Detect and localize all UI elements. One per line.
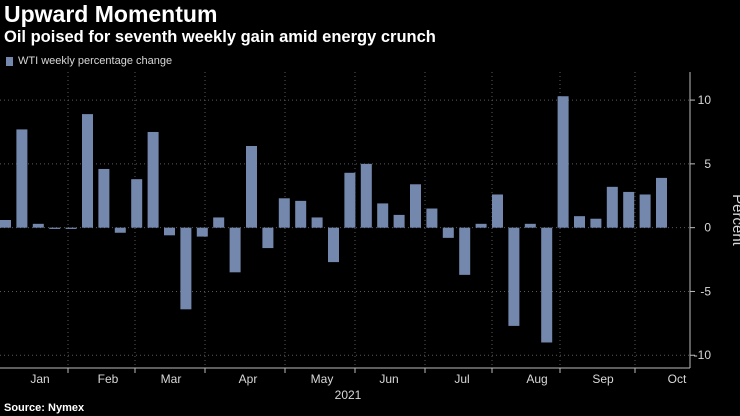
bar <box>147 131 159 228</box>
bar <box>344 172 356 228</box>
bar <box>196 227 208 237</box>
bar <box>98 168 110 228</box>
bar <box>82 114 93 228</box>
bar <box>131 179 143 228</box>
bar <box>524 223 536 228</box>
chart-subtitle: Oil poised for seventh weekly gain amid … <box>4 28 436 46</box>
bar <box>541 227 553 343</box>
bar <box>656 177 667 228</box>
bar <box>639 194 651 228</box>
chart-title: Upward Momentum <box>4 1 218 27</box>
bar <box>65 227 77 229</box>
y-tick-label: 10 <box>698 93 712 107</box>
bar <box>426 208 438 228</box>
legend-swatch <box>6 56 13 66</box>
bar <box>377 203 389 228</box>
bar <box>623 191 635 228</box>
legend-label: WTI weekly percentage change <box>18 55 173 67</box>
bar <box>492 194 503 228</box>
x-tick-label: Feb <box>98 372 119 386</box>
bar <box>0 220 11 228</box>
bar <box>229 227 241 273</box>
bar <box>114 227 126 233</box>
bar <box>311 217 323 228</box>
y-tick-label: 5 <box>704 157 711 171</box>
x-tick-label: Sep <box>592 372 614 386</box>
bar <box>262 227 274 249</box>
bar <box>360 163 372 228</box>
bar <box>606 186 618 228</box>
x-tick-label: Jul <box>454 372 469 386</box>
y-tick-label: -10 <box>694 348 712 362</box>
source-note: Source: Nymex <box>4 402 85 414</box>
x-tick-label: Jan <box>30 372 49 386</box>
bar <box>180 227 192 310</box>
bar <box>164 227 175 236</box>
x-tick-label: Mar <box>161 372 182 386</box>
bar <box>574 216 585 228</box>
bar <box>410 184 421 228</box>
x-tick-label: Aug <box>526 372 547 386</box>
x-tick-label: Apr <box>239 372 258 386</box>
bar <box>246 146 257 228</box>
bar <box>49 227 61 229</box>
y-tick-label: 0 <box>704 221 711 235</box>
y-axis-title: Percent <box>729 194 740 247</box>
legend: WTI weekly percentage change <box>6 55 172 67</box>
bar <box>459 227 471 275</box>
bar <box>16 129 28 228</box>
bar <box>442 227 454 238</box>
x-tick-label: Jun <box>379 372 398 386</box>
x-tick-label: May <box>311 372 334 386</box>
bar <box>213 217 225 228</box>
x-year-label: 2021 <box>335 388 362 402</box>
labels-layer: 10 5 0 -5 -10 Jan Feb Mar Apr May Jun Jul Aug Sep Oct 2… <box>30 93 740 402</box>
bar <box>590 218 602 228</box>
axis-layer <box>0 72 695 373</box>
bar <box>32 223 44 228</box>
bar <box>557 96 569 228</box>
bar <box>295 200 307 228</box>
bar <box>475 223 487 228</box>
bar <box>278 198 290 228</box>
y-tick-label: -5 <box>700 284 711 298</box>
bar <box>508 227 520 326</box>
x-tick-label: Oct <box>668 372 687 386</box>
bar <box>393 214 405 228</box>
bars-layer <box>0 96 667 343</box>
bar <box>328 227 339 263</box>
